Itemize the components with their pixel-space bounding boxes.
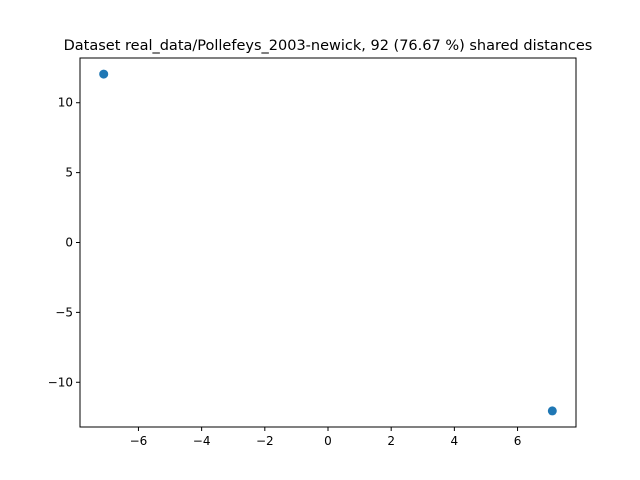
y-axis: −10 −5 0 5 10 [48, 96, 80, 389]
x-axis: −6 −4 −2 0 2 4 6 [130, 427, 522, 448]
x-tick-label: −6 [130, 434, 148, 448]
x-tick-label: −2 [256, 434, 274, 448]
x-tick-label: 6 [514, 434, 522, 448]
data-point [547, 406, 557, 416]
x-tick-label: 0 [324, 434, 332, 448]
data-point [99, 69, 109, 79]
y-tick-label: −10 [48, 375, 73, 389]
y-tick-label: −5 [55, 305, 73, 319]
chart-title: Dataset real_data/Pollefeys_2003-newick,… [64, 38, 593, 54]
data-points [99, 69, 557, 416]
plot-area [79, 57, 577, 428]
x-tick-label: 4 [451, 434, 459, 448]
y-tick-label: 0 [65, 236, 73, 250]
y-tick-label: 10 [58, 96, 73, 110]
y-tick-label: 5 [65, 166, 73, 180]
plot-frame [79, 57, 577, 428]
x-tick-label: 2 [387, 434, 395, 448]
x-tick-label: −4 [193, 434, 211, 448]
